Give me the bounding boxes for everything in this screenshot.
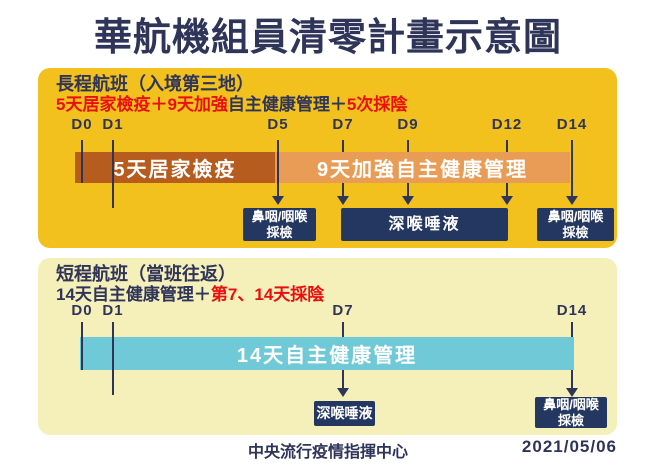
day-label-d14: D14 bbox=[556, 302, 588, 319]
arrow-down-icon-d12 bbox=[501, 196, 513, 205]
test-box-d14-line1: 鼻咽/咽喉 bbox=[543, 396, 599, 412]
test-box-d7-label: 深喉唾液 bbox=[316, 405, 373, 422]
footer-organization: 中央流行疫情指揮中心 bbox=[247, 444, 408, 461]
tick-d12-bottom bbox=[506, 183, 508, 196]
arrow-down-icon-d5 bbox=[272, 196, 284, 205]
tick-d9-top bbox=[407, 140, 409, 152]
tick-d0 bbox=[81, 140, 83, 183]
test-box-d14-line2: 採檢 bbox=[562, 224, 589, 240]
tick-d12-top bbox=[506, 140, 508, 152]
test-box-d14: 鼻咽/咽喉 採檢 bbox=[537, 208, 614, 241]
panel-short-haul: 短程航班（當班往返） 14天自主健康管理＋第7、14天採陰 D0 D1 D7 D… bbox=[38, 258, 617, 435]
tick-d14-top bbox=[571, 322, 573, 337]
footer-date: 2021/05/06 bbox=[521, 437, 617, 456]
subtitle-part-3: 5次採陰 bbox=[346, 95, 408, 114]
day-label-d0: D0 bbox=[71, 302, 93, 319]
test-box-d14: 鼻咽/咽喉 採檢 bbox=[535, 397, 607, 428]
subtitle-part-2: 第7、14天採陰 bbox=[210, 285, 325, 304]
short-haul-subtitle: 14天自主健康管理＋第7、14天採陰 bbox=[56, 280, 324, 305]
tick-d14-bottom bbox=[571, 370, 573, 388]
subtitle-part-2: 自主健康管理＋ bbox=[227, 95, 347, 114]
panel-long-haul: 長程航班（入境第三地） 5天居家檢疫＋9天加強自主健康管理＋5次採陰 D0 D1… bbox=[38, 68, 617, 248]
test-box-d5-line1: 鼻咽/咽喉 bbox=[251, 208, 308, 224]
arrow-down-icon-d14 bbox=[566, 388, 578, 397]
bar-home-quarantine: 5天居家檢疫 bbox=[75, 152, 275, 183]
test-box-d14-line1: 鼻咽/咽喉 bbox=[547, 208, 604, 224]
tick-d7-top bbox=[342, 140, 344, 152]
test-box-d5: 鼻咽/咽喉 採檢 bbox=[243, 208, 316, 241]
page-title: 華航機組員清零計畫示意圖 bbox=[93, 17, 562, 59]
day-label-d9: D9 bbox=[397, 116, 419, 133]
day-label-d12: D12 bbox=[491, 116, 523, 133]
tick-d1 bbox=[112, 322, 114, 395]
day-label-d1: D1 bbox=[102, 116, 124, 133]
tick-arrow-d5 bbox=[277, 140, 279, 196]
subtitle-part-1: 14天自主健康管理＋ bbox=[56, 285, 211, 304]
test-box-d7-d12: 深喉唾液 bbox=[341, 208, 508, 241]
tick-arrow-d14 bbox=[571, 140, 573, 196]
tick-d7-top bbox=[342, 322, 344, 337]
arrow-down-icon-d7 bbox=[337, 388, 349, 397]
arrow-down-icon-d9 bbox=[402, 196, 414, 205]
test-box-d7: 深喉唾液 bbox=[314, 401, 375, 426]
subtitle-part-1: 5天居家檢疫＋9天加強 bbox=[56, 95, 228, 114]
day-label-d0: D0 bbox=[71, 116, 93, 133]
day-label-d7: D7 bbox=[332, 302, 354, 319]
bar-self-health-14d: 14天自主健康管理 bbox=[80, 337, 574, 370]
test-box-d5-line2: 採檢 bbox=[266, 224, 293, 240]
long-haul-subtitle: 5天居家檢疫＋9天加強自主健康管理＋5次採陰 bbox=[56, 90, 407, 115]
day-label-d7: D7 bbox=[332, 116, 354, 133]
tick-d1 bbox=[112, 140, 114, 208]
test-box-d7-d12-label: 深喉唾液 bbox=[388, 215, 461, 233]
tick-d7-bottom bbox=[342, 183, 344, 196]
tick-d7-bottom bbox=[342, 370, 344, 388]
test-box-d14-line2: 採檢 bbox=[557, 412, 584, 428]
tick-d9-bottom bbox=[407, 183, 409, 196]
arrow-down-icon-d14 bbox=[566, 196, 578, 205]
tick-d0 bbox=[81, 322, 83, 370]
day-label-d1: D1 bbox=[102, 302, 124, 319]
day-label-d14: D14 bbox=[556, 116, 588, 133]
short-haul-header: 短程航班（當班往返） bbox=[56, 264, 236, 284]
arrow-down-icon-d7 bbox=[337, 196, 349, 205]
long-haul-header: 長程航班（入境第三地） bbox=[56, 74, 254, 94]
bar-enhanced-self-health: 9天加強自主健康管理 bbox=[275, 152, 570, 183]
day-label-d5: D5 bbox=[267, 116, 289, 133]
